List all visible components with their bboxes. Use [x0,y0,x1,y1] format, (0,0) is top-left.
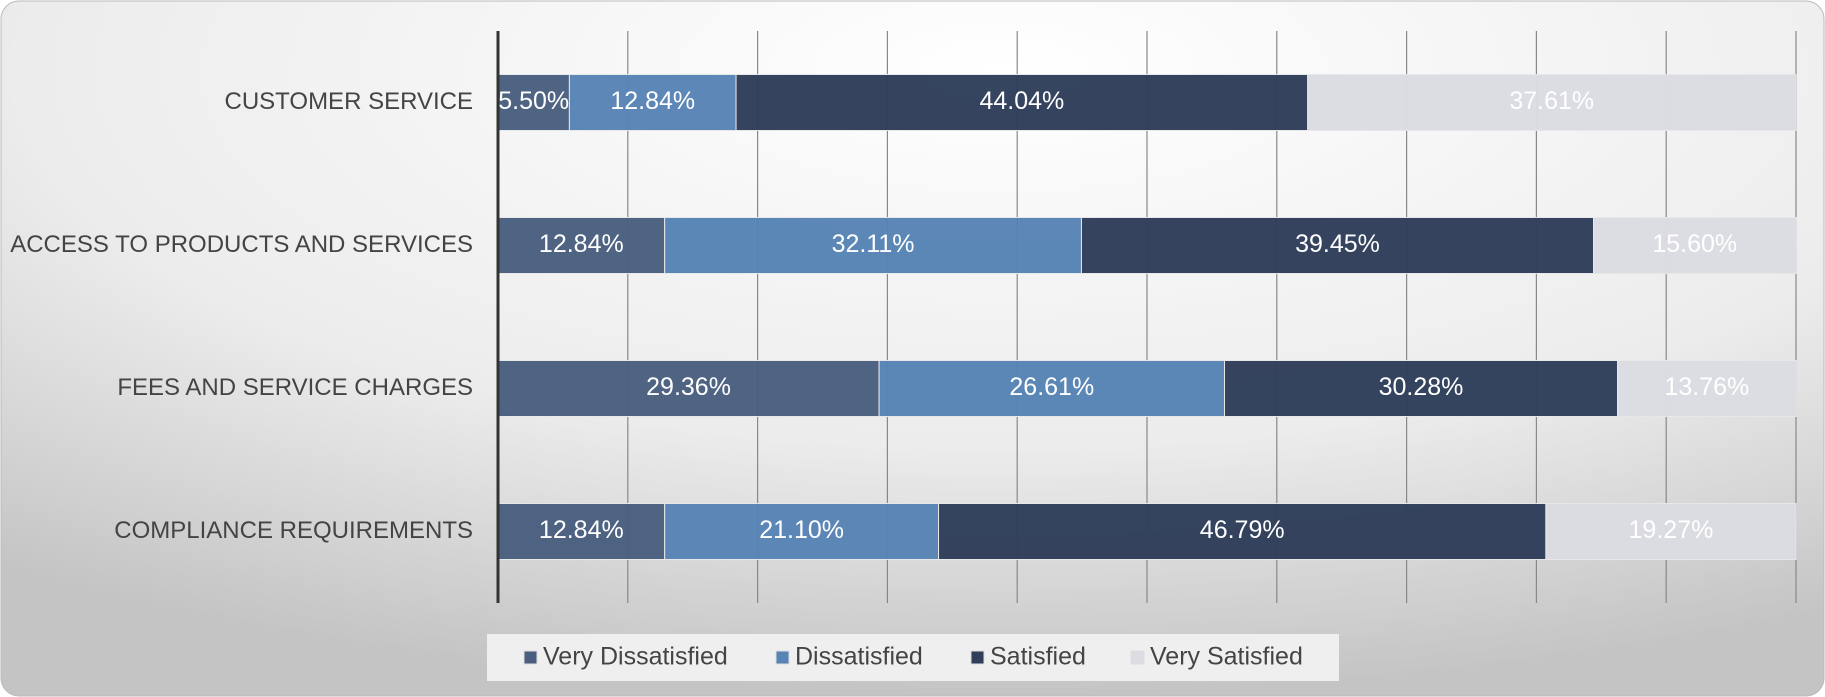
value-label: 15.60% [1652,230,1737,258]
bar-segment [1080,217,1595,274]
bar-segment [497,503,666,560]
bar-segment [1223,360,1619,417]
category-label: COMPLIANCE REQUIREMENTS [114,517,473,544]
bar-segment [1307,74,1797,131]
bar-segment [1545,503,1797,560]
bar-segment [938,503,1547,560]
category-label: CUSTOMER SERVICE [225,88,474,115]
value-label: 12.84% [539,516,624,544]
bar-segment [1617,360,1797,417]
bar-segment [497,360,880,417]
bar-segment [568,74,737,131]
value-label: 12.84% [539,230,624,258]
value-label: 32.11% [832,230,915,258]
value-label: 26.61% [1009,373,1094,401]
legend-label: Satisfied [990,643,1086,671]
value-label: 5.50% [498,87,569,115]
value-label: 39.45% [1295,230,1380,258]
bar-segment [735,74,1309,131]
value-label: 19.27% [1629,516,1714,544]
legend-label: Very Satisfied [1150,643,1303,671]
legend-swatch [970,650,985,665]
value-label: 12.84% [610,87,695,115]
value-label: 21.10% [759,516,844,544]
legend-swatch [775,650,790,665]
legend-box [487,634,1339,681]
category-label: ACCESS TO PRODUCTS AND SERVICES [10,231,473,258]
bar-segment [1593,217,1797,274]
legend-swatch [523,650,538,665]
value-label: 13.76% [1664,373,1749,401]
value-label: 29.36% [646,373,731,401]
value-label: 30.28% [1379,373,1464,401]
bar-segment [878,360,1225,417]
legend-label: Very Dissatisfied [543,643,728,671]
bar-segment [664,217,1082,274]
legend-label: Dissatisfied [795,643,923,671]
category-label: FEES AND SERVICE CHARGES [117,374,473,401]
legend-swatch [1130,650,1145,665]
value-label: 37.61% [1509,87,1594,115]
value-label: 44.04% [979,87,1064,115]
value-label: 46.79% [1200,516,1285,544]
